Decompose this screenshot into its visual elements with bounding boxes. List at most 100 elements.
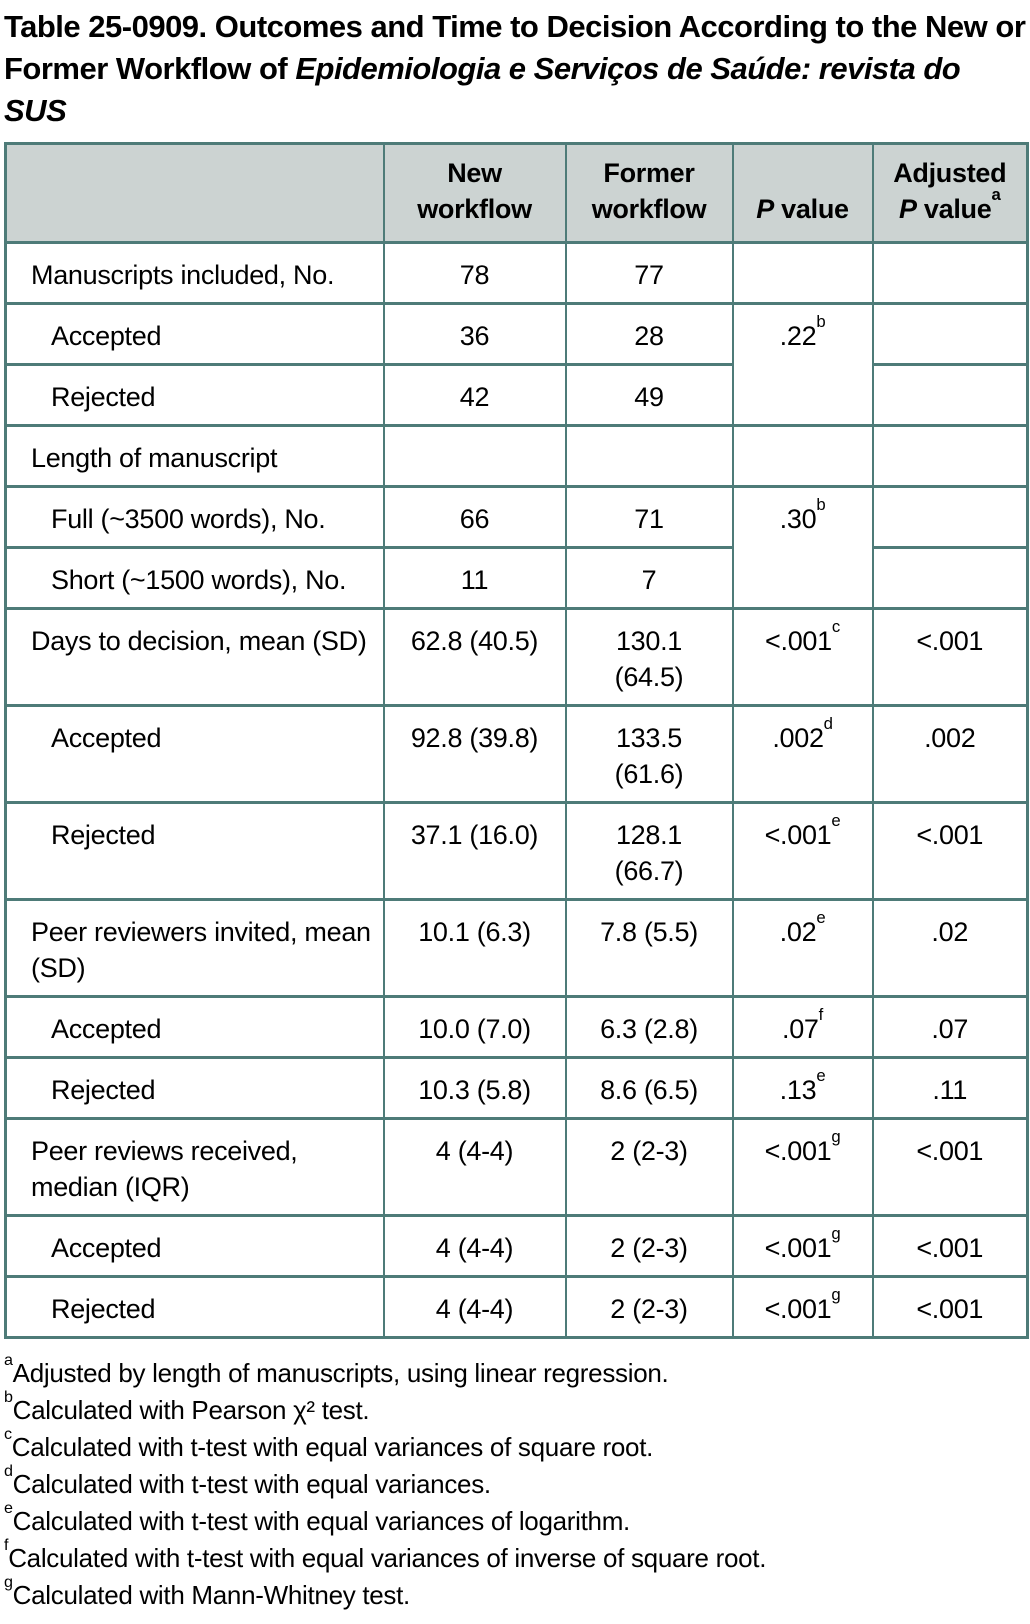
table-row: Rejected 37.1 (16.0) 128.1 (66.7) <.001e… [4,801,1029,901]
outcomes-table: New workflow Former workflow P value Adj… [4,142,1029,1339]
table-row: Length of manuscript [4,424,1029,488]
adjusted-p-value-cell: .002 [871,704,1029,804]
table-row: Peer reviews received, median (IQR) 4 (4… [4,1117,1029,1217]
row-label-cell: Days to decision, mean (SD) [4,607,385,707]
table-row: Accepted 4 (4-4) 2 (2-3) <.001g <.001 [4,1214,1029,1278]
adjusted-p-value-cell: .02 [871,898,1029,998]
new-workflow-cell: 36 [382,302,567,366]
footnote-marker: e [4,1498,13,1517]
header-row: New workflow Former workflow P value Adj… [4,142,1029,244]
footnote-marker-a: a [991,184,1001,204]
p-value-cell-merged: .22b [731,302,874,427]
former-workflow-cell: 28 [564,302,734,366]
row-label-cell: Accepted [4,1214,385,1278]
footnote-marker: e [816,1065,826,1085]
title-journal-name: Epidemiologia e Serviços de Saúde: revis… [4,51,961,128]
footnote-marker: c [4,1424,12,1443]
footnote: bCalculated with Pearson χ² test. [4,1387,370,1425]
table-row: Accepted 36 28 .22b [4,302,1029,427]
former-workflow-cell: 71 [564,485,734,549]
row-label-cell: Full (~3500 words), No. [4,485,385,549]
column-header-p-value: P value [731,142,874,244]
adjusted-p-value-cell [871,302,1029,366]
adjusted-p-value-cell: <.001 [871,801,1029,901]
table-row: Short (~1500 words), No. 11 7 [4,546,1029,610]
new-workflow-cell: 4 (4-4) [382,1214,567,1278]
adjusted-p-value-cell [871,241,1029,305]
adjusted-p-value-cell [871,363,1029,427]
footnote-marker: e [831,810,841,830]
footnote: fCalculated with t-test with equal varia… [4,1535,767,1573]
adjusted-p-value-cell: <.001 [871,1214,1029,1278]
p-value-cell: <.001g [731,1214,874,1278]
adjusted-p-value-cell: <.001 [871,607,1029,707]
p-value-cell: <.001e [731,801,874,901]
row-label-cell: Rejected [4,1056,385,1120]
footnote-marker: b [816,311,826,331]
new-workflow-cell: 92.8 (39.8) [382,704,567,804]
new-workflow-cell: 11 [382,546,567,610]
row-label-cell: Accepted [4,995,385,1059]
adjusted-p-italic: P [899,194,917,224]
row-label-cell: Accepted [4,302,385,366]
footnote: gCalculated with Mann-Whitney test. [4,1572,410,1610]
table-row: Manuscripts included, No. 78 77 [4,241,1029,305]
table-row: Days to decision, mean (SD) 62.8 (40.5) … [4,607,1029,707]
footnote-marker: g [4,1572,13,1591]
new-workflow-cell: 62.8 (40.5) [382,607,567,707]
footnote-marker: f [4,1535,9,1554]
former-workflow-cell: 133.5 (61.6) [564,704,734,804]
table-row: Accepted 92.8 (39.8) 133.5 (61.6) .002d … [4,704,1029,804]
p-value-cell-merged: .30b [731,485,874,610]
table-row: Peer reviewers invited, mean (SD) 10.1 (… [4,898,1029,998]
title-text: Table 25-0909. Outcomes and Time to Deci… [4,9,1026,86]
former-workflow-cell: 130.1 (64.5) [564,607,734,707]
row-label-cell: Rejected [4,1275,385,1339]
p-value-italic: P [756,194,774,224]
adjusted-p-value-cell: <.001 [871,1275,1029,1339]
row-label-cell: Length of manuscript [4,424,385,488]
table-row: Accepted 10.0 (7.0) 6.3 (2.8) .07f .07 [4,995,1029,1059]
column-header-stub [4,142,385,244]
footnote-marker: e [816,907,826,927]
p-value-cell [731,424,874,488]
footnote-marker: d [823,713,833,733]
row-label-cell: Rejected [4,363,385,427]
table-row: Rejected 10.3 (5.8) 8.6 (6.5) .13e .11 [4,1056,1029,1120]
footnote-marker: a [4,1350,13,1369]
new-workflow-cell: 42 [382,363,567,427]
table-row: Full (~3500 words), No. 66 71 .30b [4,485,1029,610]
footnote: eCalculated with t-test with equal varia… [4,1498,630,1536]
table-row: Rejected 42 49 [4,363,1029,427]
new-workflow-cell: 10.3 (5.8) [382,1056,567,1120]
footnote-marker: g [831,1126,841,1146]
p-value-cell: .002d [731,704,874,804]
footnote-marker: c [831,616,840,636]
p-value-cell: <.001g [731,1117,874,1217]
new-workflow-cell: 37.1 (16.0) [382,801,567,901]
adjusted-p-value-cell [871,485,1029,549]
row-label-cell: Short (~1500 words), No. [4,546,385,610]
p-value-cell: .02e [731,898,874,998]
footnote-marker: b [816,494,826,514]
footnote-marker: g [831,1223,841,1243]
former-workflow-cell: 7 [564,546,734,610]
footnote: cCalculated with t-test with equal varia… [4,1424,654,1462]
new-workflow-cell: 4 (4-4) [382,1275,567,1339]
adjusted-p-value-cell: .07 [871,995,1029,1059]
new-workflow-cell: 78 [382,241,567,305]
new-workflow-cell: 10.1 (6.3) [382,898,567,998]
former-workflow-cell: 8.6 (6.5) [564,1056,734,1120]
footnotes-section: aAdjusted by length of manuscripts, usin… [4,1350,1026,1614]
column-header-adjusted-p-value: Adjusted P valuea [871,142,1029,244]
row-label-cell: Accepted [4,704,385,804]
former-workflow-cell: 2 (2-3) [564,1117,734,1217]
former-workflow-cell: 6.3 (2.8) [564,995,734,1059]
footnote-marker: d [4,1461,13,1480]
footnote: aAdjusted by length of manuscripts, usin… [4,1350,669,1388]
adjusted-p-value-cell [871,424,1029,488]
page-title: Table 25-0909. Outcomes and Time to Deci… [4,6,1026,132]
new-workflow-cell: 10.0 (7.0) [382,995,567,1059]
former-workflow-cell: 49 [564,363,734,427]
column-header-new-workflow: New workflow [382,142,567,244]
